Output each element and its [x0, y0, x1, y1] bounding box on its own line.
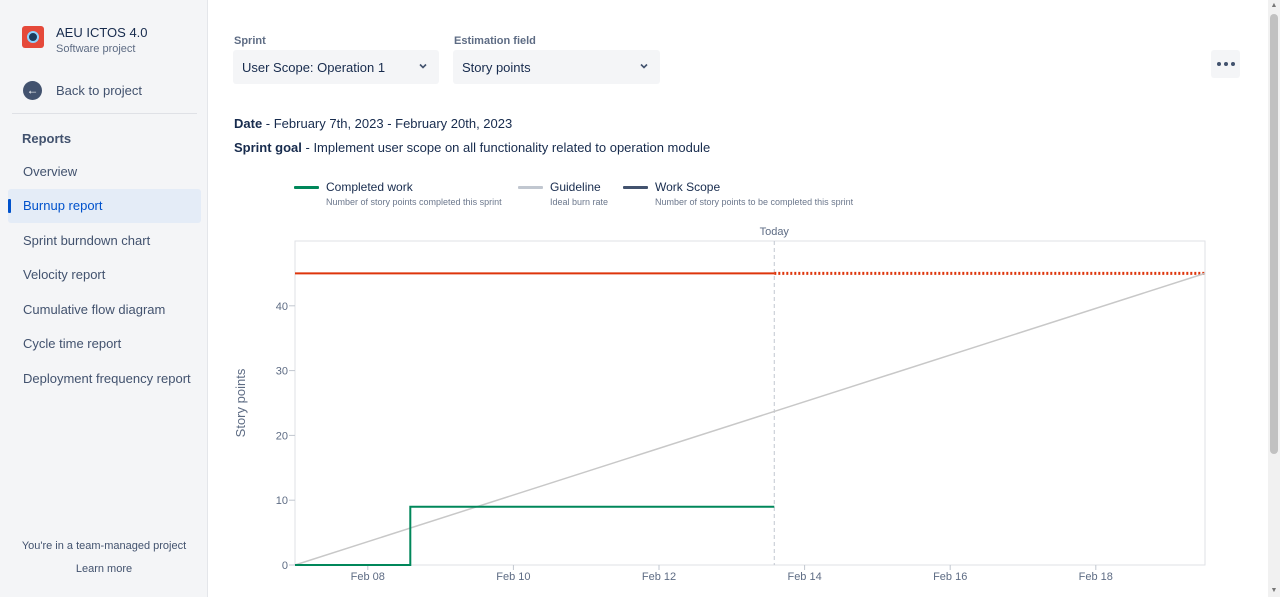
x-tick-label: Feb 16 [933, 571, 967, 583]
sidebar-item-sprint-burndown-chart[interactable]: Sprint burndown chart [23, 232, 151, 248]
legend-title: Guideline [550, 180, 601, 194]
estimation-field-value: Story points [462, 59, 531, 75]
chevron-down-icon [640, 63, 648, 69]
sidebar-item-burnup-report[interactable]: Burnup report [8, 188, 201, 223]
legend-swatch [623, 186, 648, 189]
legend-description: Number of story points completed this sp… [326, 197, 502, 207]
y-tick-label: 30 [276, 366, 288, 378]
legend-swatch [518, 186, 543, 189]
sprint-date-line: Date - February 7th, 2023 - February 20t… [234, 116, 512, 131]
legend-swatch [294, 186, 319, 189]
scrollbar-thumb[interactable] [1270, 14, 1278, 454]
arrow-left-icon: ← [23, 81, 42, 100]
today-label: Today [760, 226, 790, 238]
sprint-goal-value: - Implement user scope on all functional… [301, 140, 711, 155]
scroll-up-icon[interactable]: ▲ [1270, 2, 1278, 9]
y-tick-label: 20 [276, 430, 288, 442]
sidebar-item-overview[interactable]: Overview [23, 163, 78, 179]
legend-description: Number of story points to be completed t… [655, 197, 854, 207]
project-name: AEU ICTOS 4.0 [56, 25, 148, 40]
x-tick-label: Feb 08 [351, 571, 385, 583]
sprint-label: Sprint [234, 35, 266, 47]
team-managed-note: You're in a team-managed project [21, 540, 187, 552]
series-guideline-line [294, 272, 1206, 566]
sidebar-item-cycle-time-report[interactable]: Cycle time report [23, 336, 122, 352]
back-to-project-link[interactable]: ← Back to project [23, 81, 142, 100]
project-header[interactable]: AEU ICTOS 4.0 Software project [22, 26, 148, 55]
learn-more-link[interactable]: Learn more [75, 563, 133, 575]
date-value: - February 7th, 2023 - February 20th, 20… [262, 116, 513, 131]
plot-area [294, 240, 1206, 566]
estimation-field-select[interactable]: Story points [453, 50, 660, 84]
sidebar-item-deployment-frequency-report[interactable]: Deployment frequency report [23, 370, 191, 386]
more-actions-button[interactable] [1211, 50, 1240, 78]
legend-title: Completed work [326, 180, 413, 194]
x-tick-label: Feb 14 [787, 571, 821, 583]
more-icon-dot [1216, 62, 1221, 66]
legend-description: Ideal burn rate [550, 197, 609, 207]
date-label: Date [234, 116, 263, 131]
project-info: AEU ICTOS 4.0 Software project [56, 25, 148, 56]
y-tick-label: 10 [276, 495, 288, 507]
project-logo-icon [22, 26, 44, 48]
reports-nav: Overview Burnup report Sprint burndown c… [8, 154, 201, 396]
sprint-select[interactable]: User Scope: Operation 1 [233, 50, 439, 84]
sprint-select-value: User Scope: Operation 1 [242, 59, 386, 75]
x-tick-label: Feb 12 [642, 571, 676, 583]
sidebar-item-cumulative-flow-diagram[interactable]: Cumulative flow diagram [23, 301, 166, 317]
sprint-goal-label: Sprint goal [234, 140, 302, 155]
sidebar: AEU ICTOS 4.0 Software project ← Back to… [0, 0, 208, 597]
more-icon-dot [1223, 62, 1228, 66]
project-type: Software project [56, 43, 136, 55]
scroll-down-icon[interactable]: ▼ [1270, 587, 1278, 594]
sidebar-divider [12, 113, 197, 114]
reports-heading: Reports [22, 131, 72, 146]
page-scrollbar[interactable]: ▲ ▼ [1268, 0, 1280, 597]
chevron-down-icon [419, 63, 427, 69]
y-tick-label: 0 [282, 560, 288, 572]
y-tick-label: 40 [276, 301, 288, 313]
x-tick-label: Feb 18 [1079, 571, 1113, 583]
estimation-field-label: Estimation field [454, 35, 536, 47]
more-icon-dot [1230, 62, 1235, 66]
legend-title: Work Scope [655, 180, 721, 194]
y-axis-label: Story points [233, 368, 248, 437]
x-tick-label: Feb 10 [496, 571, 530, 583]
series-completed-work-line [295, 505, 775, 566]
back-to-project-label: Back to project [56, 83, 142, 98]
sprint-goal-line: Sprint goal - Implement user scope on al… [234, 140, 710, 155]
sidebar-item-velocity-report[interactable]: Velocity report [23, 267, 106, 283]
